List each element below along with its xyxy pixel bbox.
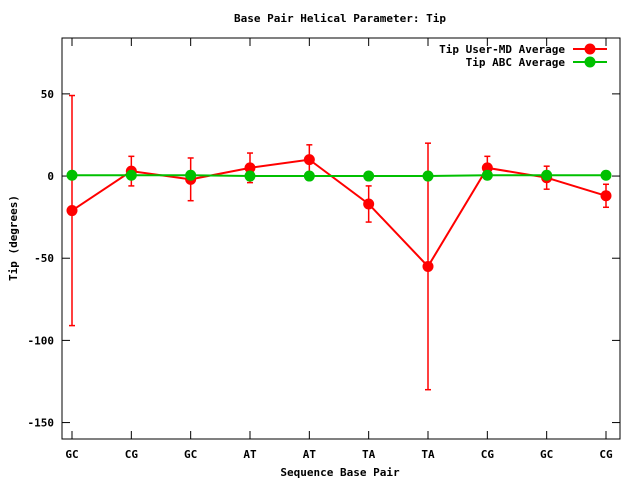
series-line (72, 174, 606, 178)
data-point (363, 198, 375, 210)
x-tick-label: CG (481, 448, 495, 461)
data-point (244, 170, 256, 182)
legend-label: Tip ABC Average (466, 56, 566, 69)
y-tick-label: -50 (34, 252, 54, 265)
plot-frame (61, 37, 621, 440)
data-point (422, 170, 434, 182)
data-point (422, 260, 434, 272)
series-1 (66, 94, 612, 391)
x-axis-label: Sequence Base Pair (280, 466, 400, 479)
y-axis-label: Tip (degrees) (7, 195, 20, 281)
legend-marker (584, 43, 596, 55)
chart-title: Base Pair Helical Parameter: Tip (234, 12, 446, 25)
data-point (185, 169, 197, 181)
data-point (303, 154, 315, 166)
data-point (541, 169, 553, 181)
data-point (600, 190, 612, 202)
x-tick-label: GC (184, 448, 197, 461)
series-2 (66, 169, 612, 182)
data-point (244, 162, 256, 174)
data-point (125, 169, 137, 181)
legend-marker (584, 56, 596, 68)
data-point (600, 169, 612, 181)
data-point (363, 170, 375, 182)
x-tick-label: TA (362, 448, 376, 461)
x-tick-label: GC (540, 448, 553, 461)
data-point (66, 205, 78, 217)
y-tick-label: -150 (28, 417, 55, 430)
y-tick-label: 0 (47, 170, 54, 183)
x-tick-label: TA (421, 448, 435, 461)
data-point (481, 169, 493, 181)
plot-area: 50 0 -50 -100 -150 GC CG GC AT AT TA TA CG GC CG (28, 37, 621, 461)
x-tick-label: AT (243, 448, 257, 461)
data-point (303, 170, 315, 182)
y-tick-label: 50 (41, 88, 54, 101)
x-tick-label: AT (303, 448, 317, 461)
x-tick-label: GC (65, 448, 78, 461)
y-tick-label: -100 (28, 334, 55, 347)
legend-label: Tip User-MD Average (439, 43, 565, 56)
x-tick-label: CG (125, 448, 139, 461)
x-tick-label: CG (599, 448, 613, 461)
data-point (66, 169, 78, 181)
